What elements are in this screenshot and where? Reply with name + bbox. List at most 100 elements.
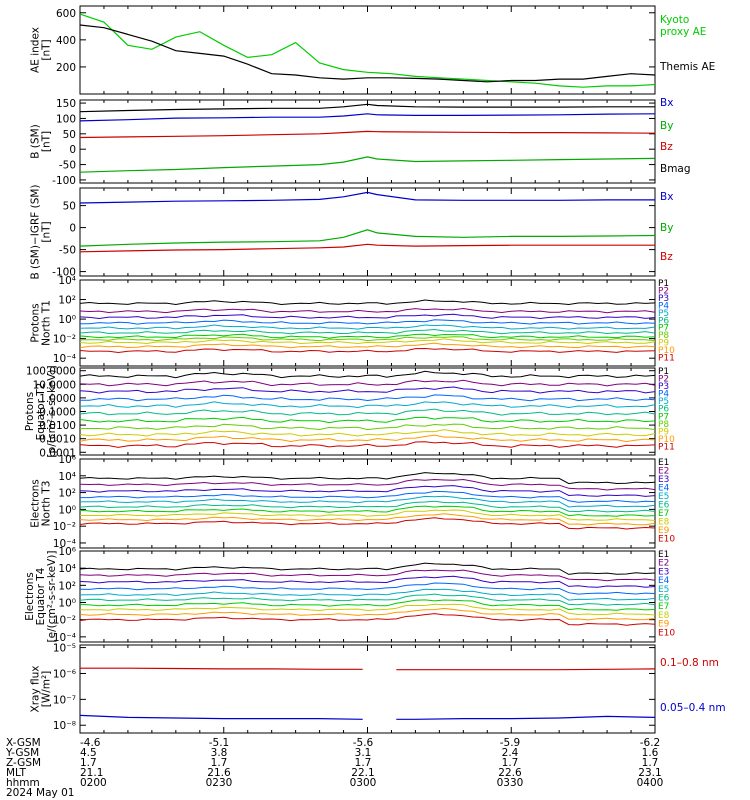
y-tick-label: 10⁶: [58, 454, 76, 466]
legend-label: P6: [658, 316, 669, 326]
y-tick-label: 0.0010: [39, 434, 76, 446]
flux-channel-line: [79, 338, 656, 345]
y-tick-label: -100: [52, 175, 76, 187]
y-axis-label: Protons: [30, 303, 42, 342]
y-tick-label: 400: [56, 35, 76, 47]
flux-channel-line: [79, 379, 656, 387]
legend-label: P1: [658, 279, 669, 289]
y-tick-label: 10⁻⁴: [53, 353, 76, 365]
flux-channel-line: [79, 500, 656, 513]
flux-channel-line: [79, 513, 656, 526]
legend-label: By: [660, 120, 673, 132]
footer-row-label: Z-GSM: [6, 757, 41, 769]
y-axis-label: [W/m²]: [41, 671, 53, 708]
y-axis-label: B (SM)−IGRF (SM): [30, 184, 42, 279]
flux-channel-line: [79, 386, 656, 394]
y-tick-label: 10.0000: [33, 379, 76, 391]
y-tick-label: 10⁻⁸: [53, 720, 76, 732]
flux-channel-line: [79, 517, 656, 530]
y-tick-label: 10⁻⁶: [53, 668, 76, 680]
flux-channel-line: [80, 319, 656, 325]
footer-row-label: MLT: [6, 767, 26, 779]
y-tick-label: 10²: [58, 295, 76, 307]
y-tick-label: 100.0000: [26, 366, 76, 378]
flux-channel-line: [79, 307, 656, 314]
flux-channel-line: [79, 299, 656, 306]
footer-value: 0230: [206, 777, 233, 789]
legend-label: 0.1–0.8 nm: [660, 657, 719, 669]
y-axis-label: [nT]: [41, 39, 53, 60]
flux-channel-line: [79, 370, 656, 379]
footer-value: -5.9: [500, 737, 521, 749]
legend-label: E4: [658, 576, 670, 586]
flux-channel-line: [79, 336, 656, 342]
y-axis-label: AE index: [30, 27, 42, 73]
legend-label: Bz: [660, 251, 673, 263]
y-tick-label: 10⁰: [58, 598, 76, 610]
flux-channel-line: [79, 333, 656, 339]
footer-value: 3.8: [211, 747, 228, 759]
y-tick-label: 200: [56, 62, 76, 74]
legend-label: P11: [658, 442, 675, 452]
series-line: [79, 103, 655, 113]
legend-label: P5: [658, 397, 669, 407]
legend-label: P4: [658, 390, 669, 400]
footer-value: 22.1: [351, 767, 374, 779]
flux-channel-line: [79, 582, 656, 595]
legend-label: P10: [658, 435, 675, 445]
flux-channel-line: [79, 607, 656, 621]
y-tick-label: 0: [69, 144, 76, 156]
footer-value: 1.7: [211, 757, 228, 769]
y-tick-label: -50: [59, 245, 76, 257]
flux-channel-line: [79, 485, 656, 497]
y-axis-label: Equator T4: [35, 567, 47, 625]
footer-value: 3.1: [355, 747, 372, 759]
flux-channel-line: [79, 495, 656, 508]
series-line: [79, 113, 656, 122]
flux-channel-line: [79, 593, 656, 606]
panel-frame: [79, 367, 656, 456]
y-axis-label: Protons: [24, 392, 36, 431]
legend-label: Bx: [660, 191, 673, 203]
series-line: [79, 714, 656, 720]
series-line: [79, 243, 655, 253]
panel-frame: [79, 99, 656, 184]
legend-label: P2: [658, 375, 669, 385]
flux-channel-line: [79, 588, 656, 601]
legend-label: Bx: [660, 97, 673, 109]
legend-label: Themis AE: [659, 61, 715, 73]
flux-channel-line: [79, 613, 656, 626]
legend-label: P4: [658, 301, 669, 311]
flux-channel-line: [79, 401, 656, 409]
y-tick-label: 0: [69, 223, 76, 235]
footer-value: -5.1: [209, 737, 230, 749]
footer-value: 0300: [350, 777, 377, 789]
y-axis-label: [nT]: [41, 131, 53, 152]
legend-label: Kyoto: [660, 14, 689, 26]
y-tick-label: 100: [56, 113, 76, 125]
y-tick-label: 50: [63, 129, 76, 141]
footer-value: 0400: [637, 777, 664, 789]
legend-label: E6: [658, 594, 670, 604]
y-axis-label: [e/(cm²-s-sr-keV)]: [46, 551, 58, 643]
legend-label: proxy AE: [660, 26, 706, 38]
flux-channel-line: [79, 472, 656, 485]
footer-value: -4.6: [80, 737, 101, 749]
legend-label: P8: [658, 331, 669, 341]
flux-channel-line: [79, 575, 656, 588]
legend-label: P3: [658, 382, 669, 392]
flux-channel-line: [80, 509, 656, 521]
footer-row-label: X-GSM: [6, 737, 41, 749]
y-tick-label: 10⁻⁷: [53, 694, 76, 706]
legend-label: E8: [658, 611, 670, 621]
legend-label: P9: [658, 427, 669, 437]
flux-channel-line: [79, 342, 656, 349]
footer-value: 2.4: [502, 747, 519, 759]
legend-label: E1: [658, 550, 669, 560]
footer-row-label: 2024 May 01: [6, 787, 74, 799]
panel-frame: [79, 458, 656, 549]
series-line: [80, 667, 656, 671]
y-axis-label: Electrons: [30, 479, 42, 528]
flux-channel-line: [79, 603, 656, 616]
y-axis-label: [nT]: [41, 221, 53, 242]
